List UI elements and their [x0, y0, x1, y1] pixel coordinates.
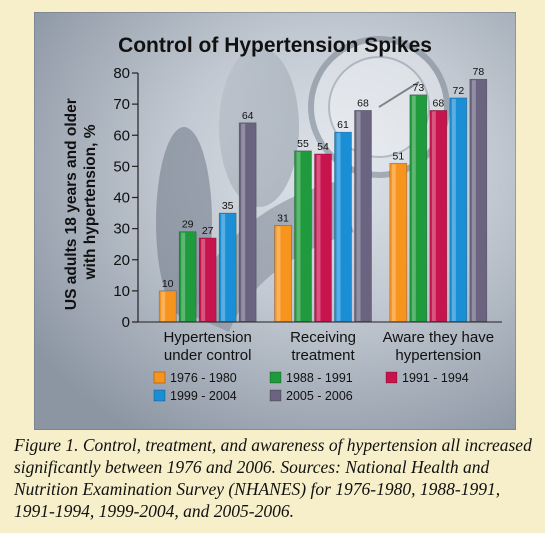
y-tick-label: 70: [113, 96, 130, 113]
legend-swatch: [269, 371, 282, 384]
bar-highlight: [276, 226, 281, 321]
bar-highlight: [161, 291, 166, 321]
bar-chart: Control of Hypertension Spikes US adults…: [34, 12, 516, 430]
data-label: 31: [277, 213, 289, 225]
y-tick-label: 80: [113, 65, 130, 82]
category-label: hypertension: [395, 347, 481, 364]
bar-highlight: [431, 111, 436, 321]
legend: 1976 - 1980 1988 - 1991 1991 - 1994 1999 - …: [153, 371, 469, 403]
bar-highlight: [296, 151, 301, 321]
legend-swatch: [153, 389, 166, 402]
data-label: 78: [472, 66, 484, 78]
chart-frame: Control of Hypertension Spikes US adults…: [34, 12, 516, 430]
data-label: 27: [202, 225, 214, 237]
data-label: 10: [162, 278, 174, 290]
y-axis: 0 10 20 30 40 50 60 70 80: [113, 65, 139, 331]
y-axis-label-line-1: US adults 18 years and older: [63, 98, 80, 310]
category-label: treatment: [291, 347, 355, 364]
y-axis-label: US adults 18 years and older with hypert…: [63, 94, 99, 310]
data-label: 54: [317, 141, 329, 153]
y-tick-label: 0: [122, 314, 130, 331]
bar-highlight: [411, 95, 416, 321]
bar-highlight: [356, 111, 361, 321]
data-label: 55: [297, 138, 309, 150]
y-tick-label: 10: [113, 283, 130, 300]
legend-label: 1991 - 1994: [402, 371, 469, 385]
data-label: 29: [182, 219, 194, 231]
y-axis-label-line-2: with hypertension, %: [82, 124, 99, 280]
y-tick-label: 60: [113, 127, 130, 144]
data-label: 35: [222, 200, 234, 212]
category-label: Receiving: [290, 329, 356, 346]
bar-highlight: [451, 98, 456, 322]
legend-label: 1999 - 2004: [170, 389, 237, 403]
bar-highlight: [221, 214, 226, 321]
category-label: Aware they have: [383, 329, 494, 346]
figure-caption: Figure 1. Control, treatment, and awaren…: [14, 435, 532, 521]
legend-label: 1976 - 1980: [170, 371, 237, 385]
y-tick-label: 20: [113, 252, 130, 269]
bar-highlight: [201, 238, 206, 321]
legend-swatch: [269, 389, 282, 402]
y-tick-label: 30: [113, 221, 130, 238]
data-label: 51: [392, 150, 404, 162]
data-label: 68: [432, 97, 444, 109]
data-label: 64: [242, 110, 254, 122]
data-label: 61: [337, 119, 349, 131]
chart-title: Control of Hypertension Spikes: [118, 34, 432, 57]
data-label: 72: [452, 85, 464, 97]
legend-swatch: [153, 371, 166, 384]
bars: 10 29 27 35 64 31 55 54 61 68 51 73 68 72 78: [138, 66, 502, 323]
legend-label: 1988 - 1991: [286, 371, 353, 385]
data-label: 73: [412, 82, 424, 94]
legend-label: 2005 - 2006: [286, 389, 353, 403]
category-label: Hypertension: [163, 329, 251, 346]
data-label: 68: [357, 97, 369, 109]
bar-highlight: [391, 164, 396, 321]
legend-swatch: [385, 371, 398, 384]
category-label: under control: [164, 347, 252, 364]
bar-highlight: [471, 80, 476, 321]
bar-highlight: [181, 232, 186, 321]
bar-highlight: [316, 154, 321, 321]
bar-highlight: [241, 123, 246, 321]
y-tick-label: 50: [113, 158, 130, 175]
y-tick-label: 40: [113, 190, 130, 207]
bar-highlight: [336, 133, 341, 321]
